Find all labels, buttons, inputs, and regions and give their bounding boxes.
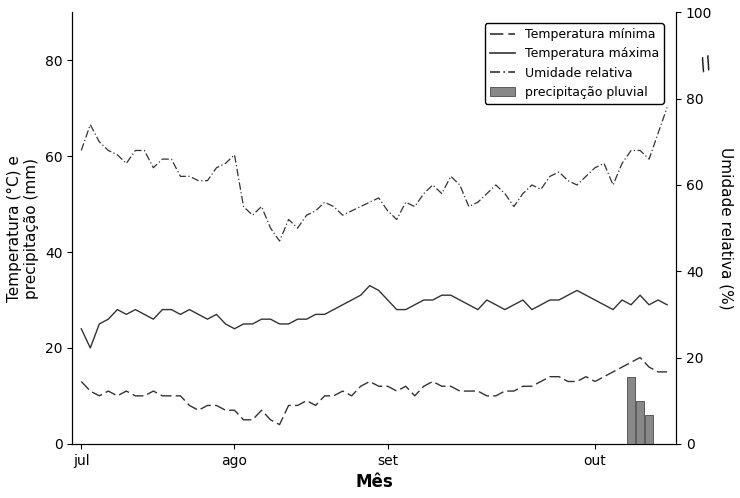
- Bar: [645, 415, 653, 444]
- Bar: [636, 401, 644, 444]
- Y-axis label: Umidade relativa (%): Umidade relativa (%): [718, 147, 733, 309]
- X-axis label: Mês: Mês: [355, 473, 393, 491]
- Bar: [628, 376, 635, 444]
- Legend: Temperatura mínima, Temperatura máxima, Umidade relativa, precipitação pluvial: Temperatura mínima, Temperatura máxima, …: [485, 23, 664, 104]
- Y-axis label: Temperatura (°C) e
precipitação (mm): Temperatura (°C) e precipitação (mm): [7, 155, 39, 302]
- Text: //: //: [698, 54, 715, 75]
